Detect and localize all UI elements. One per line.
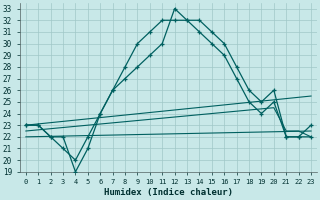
X-axis label: Humidex (Indice chaleur): Humidex (Indice chaleur): [104, 188, 233, 197]
